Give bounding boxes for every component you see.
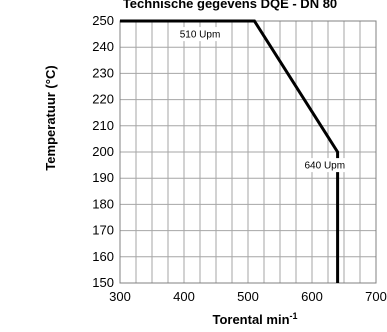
annotation-background (174, 27, 226, 42)
y-tick-label: 190 (92, 170, 114, 185)
y-tick-label: 240 (92, 39, 114, 54)
y-tick-label: 170 (92, 223, 114, 238)
chart-title: Technische gegevens DQE - DN 80 (123, 0, 337, 11)
series-line (120, 19, 340, 283)
x-axis-label-superscript: -1 (290, 311, 298, 321)
y-axis-label: Temperatuur (°C) (43, 65, 58, 170)
y-tick-label: 180 (92, 196, 114, 211)
x-tick-label: 300 (109, 289, 131, 304)
annotations: 510 Upm 640 Upm (174, 27, 351, 173)
x-tick-labels: 300 400 500 600 700 (109, 289, 387, 304)
series-group (120, 19, 340, 283)
x-tick-label: 500 (237, 289, 259, 304)
x-axis-label-text: Torental min (212, 312, 289, 327)
y-tick-label: 160 (92, 249, 114, 264)
x-tick-label: 700 (365, 289, 387, 304)
annotation-background (298, 158, 351, 173)
x-tick-label: 600 (301, 289, 323, 304)
x-axis-label: Torental min-1 (212, 311, 297, 327)
y-tick-label: 230 (92, 65, 114, 80)
y-tick-label: 150 (92, 275, 114, 290)
y-tick-label: 220 (92, 92, 114, 107)
y-tick-label: 210 (92, 118, 114, 133)
y-tick-labels: 150 160 170 180 190 200 210 220 230 240 250 (92, 13, 114, 290)
annotation-label: 510 Upm (180, 30, 221, 41)
annotation-label: 640 Upm (305, 161, 346, 172)
y-tick-label: 200 (92, 144, 114, 159)
x-tick-label: 400 (173, 289, 195, 304)
y-tick-label: 250 (92, 13, 114, 28)
